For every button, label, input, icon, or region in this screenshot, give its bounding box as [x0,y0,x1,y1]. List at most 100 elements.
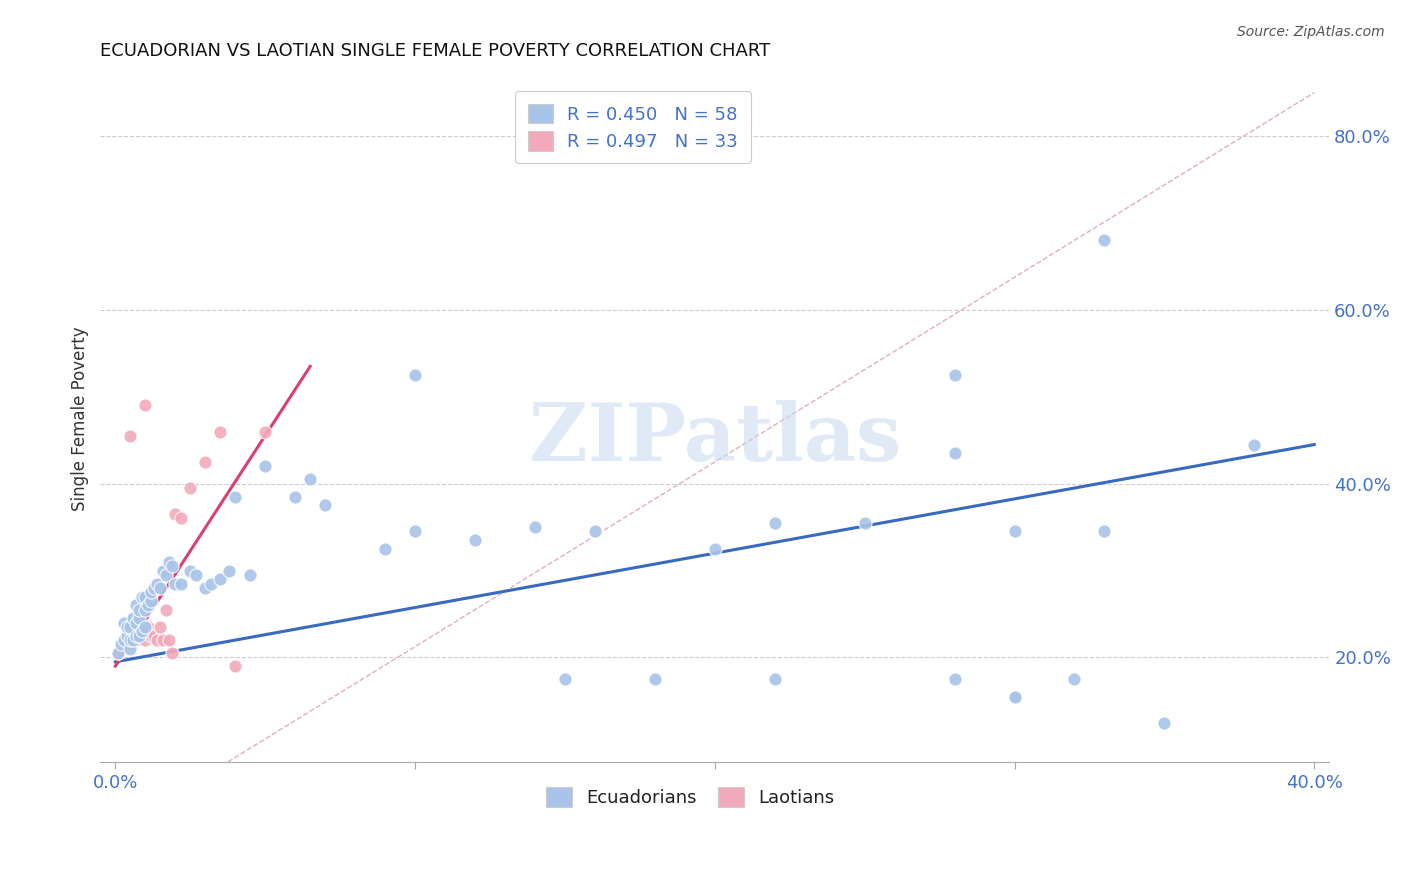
Point [131,590,153,604]
Point [162,646,184,660]
Point [209,425,232,439]
Point [141,629,163,643]
Point [152,633,174,648]
Point [1094,524,1116,539]
Point [194,455,217,469]
Point [404,524,426,539]
Point [110,637,132,651]
Point [194,581,217,595]
Point [136,620,159,634]
Point [404,368,426,382]
Point [209,572,232,586]
Point [853,516,876,530]
Text: ECUADORIAN VS LAOTIAN SINGLE FEMALE POVERTY CORRELATION CHART: ECUADORIAN VS LAOTIAN SINGLE FEMALE POVE… [100,42,770,60]
Point [128,611,150,625]
Point [239,568,262,582]
Point [1004,690,1026,704]
Point [134,633,156,648]
Point [128,629,150,643]
Point [136,599,159,613]
Point [179,481,201,495]
Point [464,533,486,548]
Point [120,633,142,648]
Point [1063,672,1085,686]
Point [554,672,576,686]
Point [146,576,169,591]
Point [134,399,156,413]
Point [1004,690,1026,704]
Point [943,672,966,686]
Point [128,615,150,630]
Point [141,594,163,608]
Point [141,585,163,599]
Point [125,633,148,648]
Point [122,633,145,648]
Point [122,620,145,634]
Point [157,555,180,569]
Point [224,659,246,673]
Point [284,490,307,504]
Point [218,564,240,578]
Point [155,568,177,582]
Point [149,620,172,634]
Point [186,568,208,582]
Point [120,620,142,634]
Point [157,633,180,648]
Point [117,620,139,634]
Point [131,629,153,643]
Point [1004,524,1026,539]
Point [112,633,135,648]
Point [170,576,193,591]
Point [254,459,277,474]
Point [374,541,396,556]
Point [120,629,142,643]
Point [299,472,322,486]
Point [644,672,666,686]
Point [179,564,201,578]
Point [110,641,132,656]
Point [943,446,966,460]
Point [1094,233,1116,247]
Point [143,629,166,643]
Point [120,637,142,651]
Point [125,620,148,634]
Point [125,615,148,630]
Point [314,499,336,513]
Point [143,581,166,595]
Point [122,611,145,625]
Point [112,615,135,630]
Point [125,629,148,643]
Point [162,559,184,574]
Point [523,520,546,534]
Point [107,646,129,660]
Point [155,603,177,617]
Legend: Ecuadorians, Laotians: Ecuadorians, Laotians [538,780,841,814]
Point [134,603,156,617]
Point [120,429,142,443]
Point [122,633,145,648]
Point [134,620,156,634]
Point [117,633,139,648]
Point [112,633,135,648]
Point [583,524,606,539]
Point [1153,715,1175,730]
Point [125,599,148,613]
Point [943,368,966,382]
Point [134,590,156,604]
Point [128,629,150,643]
Point [200,576,222,591]
Point [224,490,246,504]
Text: Source: ZipAtlas.com: Source: ZipAtlas.com [1237,25,1385,39]
Y-axis label: Single Female Poverty: Single Female Poverty [72,326,89,511]
Point [117,629,139,643]
Point [128,603,150,617]
Point [146,633,169,648]
Point [254,425,277,439]
Point [165,507,187,521]
Text: ZIPatlas: ZIPatlas [529,401,901,478]
Point [703,541,725,556]
Point [112,637,135,651]
Point [152,564,174,578]
Point [117,624,139,639]
Point [120,641,142,656]
